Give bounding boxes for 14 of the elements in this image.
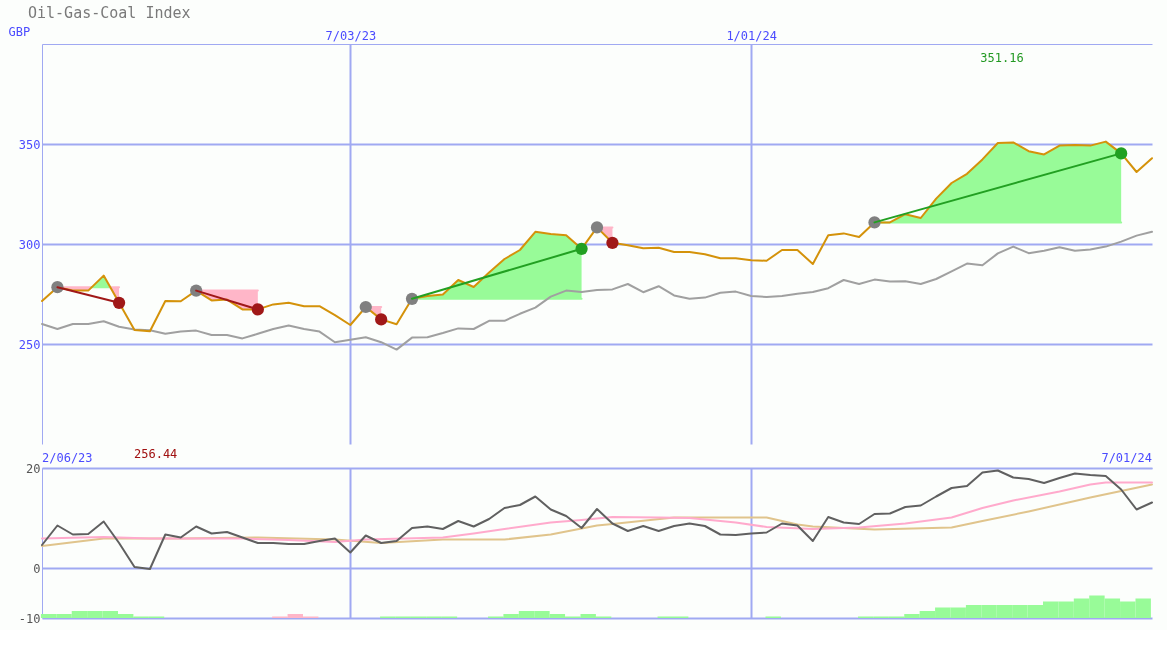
x-tick-label: 7/03/23 [325,28,377,43]
text: 2/06/23 [42,451,93,465]
text: 7/01/24 [1101,451,1152,465]
y-tick-label: -10 [18,611,41,626]
x-tick-label: 1/01/24 [726,28,777,43]
y-tick-label: 300 [18,237,41,252]
y-axis-title: GBP [8,24,31,39]
y-tick-label: 0 [33,561,41,576]
y-tick-label: 350 [18,137,41,152]
chart-title: Oil-Gas-Coal Index [28,4,191,22]
y-tick-label: 250 [18,337,41,352]
y-tick-label: 20 [26,461,41,476]
text: 256.44 [134,447,178,461]
annotation: 351.16 [980,51,1024,65]
